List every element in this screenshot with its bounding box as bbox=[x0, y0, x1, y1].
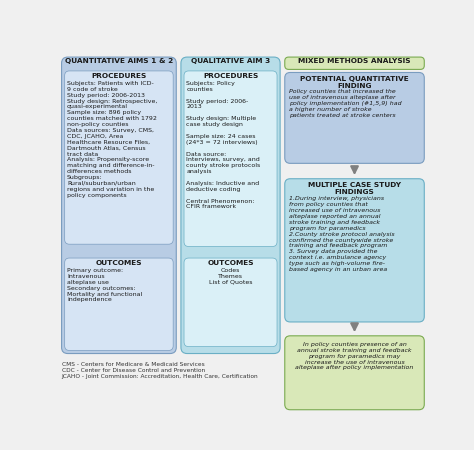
FancyBboxPatch shape bbox=[62, 57, 176, 354]
Text: POTENTIAL QUANTITATIVE
FINDING: POTENTIAL QUANTITATIVE FINDING bbox=[300, 76, 409, 89]
Text: PROCEDURES: PROCEDURES bbox=[203, 73, 258, 79]
FancyBboxPatch shape bbox=[181, 57, 280, 354]
Text: PROCEDURES: PROCEDURES bbox=[91, 73, 146, 79]
Text: In policy counties presence of an
annual stroke training and feedback
program fo: In policy counties presence of an annual… bbox=[295, 342, 414, 370]
Text: Policy counties that increased the
use of intravenous alteplase after
policy imp: Policy counties that increased the use o… bbox=[289, 90, 401, 118]
Text: MIXED METHODS ANALYSIS: MIXED METHODS ANALYSIS bbox=[298, 58, 411, 64]
Text: 1.During interview, physicians
from policy counties that
increased use of intrav: 1.During interview, physicians from poli… bbox=[289, 197, 394, 272]
Text: Subjects: Policy
counties

Study period: 2006-
2013

Study design: Multiple
case: Subjects: Policy counties Study period: … bbox=[186, 81, 261, 209]
FancyBboxPatch shape bbox=[184, 258, 277, 346]
FancyBboxPatch shape bbox=[285, 179, 424, 322]
Text: OUTCOMES: OUTCOMES bbox=[207, 261, 254, 266]
FancyBboxPatch shape bbox=[184, 71, 277, 247]
FancyBboxPatch shape bbox=[285, 57, 424, 69]
Text: MULTIPLE CASE STUDY
FINDINGS: MULTIPLE CASE STUDY FINDINGS bbox=[308, 182, 401, 195]
Text: CMS - Centers for Medicare & Medicaid Services
CDC - Center for Disease Control : CMS - Centers for Medicare & Medicaid Se… bbox=[62, 362, 258, 379]
FancyBboxPatch shape bbox=[285, 336, 424, 410]
Text: Codes
Themes
List of Quotes: Codes Themes List of Quotes bbox=[209, 268, 252, 285]
Text: QUANTITATIVE AIMS 1 & 2: QUANTITATIVE AIMS 1 & 2 bbox=[65, 58, 173, 64]
Text: Primary outcome:
Intravenous
alteplase use
Secondary outcomes:
Mortality and fun: Primary outcome: Intravenous alteplase u… bbox=[67, 268, 142, 302]
FancyBboxPatch shape bbox=[285, 72, 424, 163]
Text: OUTCOMES: OUTCOMES bbox=[96, 261, 142, 266]
Text: QUALITATIVE AIM 3: QUALITATIVE AIM 3 bbox=[191, 58, 270, 64]
Text: Subjects: Patients with ICD-
9 code of stroke
Study period: 2006-2013
Study desi: Subjects: Patients with ICD- 9 code of s… bbox=[67, 81, 157, 198]
FancyBboxPatch shape bbox=[64, 71, 173, 244]
FancyBboxPatch shape bbox=[64, 258, 173, 351]
